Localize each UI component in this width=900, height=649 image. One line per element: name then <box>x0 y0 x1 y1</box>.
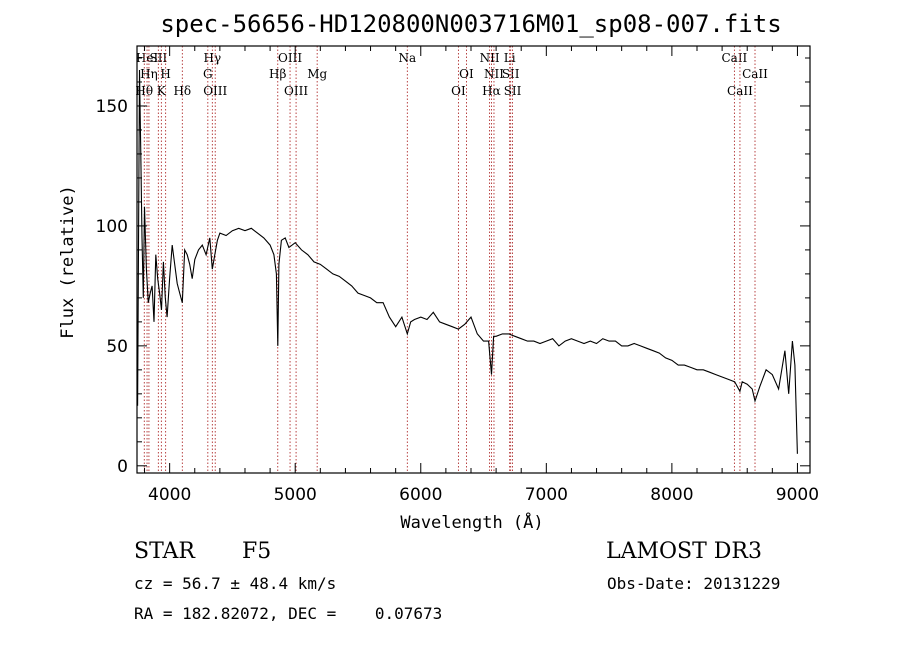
line-marker-label-17: Hθ <box>135 84 153 98</box>
line-marker-label-20: OIII <box>203 84 227 98</box>
object-subclass: F5 <box>242 539 272 564</box>
line-marker-label-22: OI <box>451 84 466 98</box>
x-tick-label-1: 5000 <box>274 485 317 505</box>
object-class: STAR <box>134 539 195 564</box>
x-axis-label: Wavelength (Å) <box>400 511 543 533</box>
line-marker-label-1: SII <box>149 51 167 65</box>
line-marker-label-11: Hβ <box>269 67 286 81</box>
observation-date: Obs-Date: 20131229 <box>607 574 781 593</box>
line-marker-label-21: OIII <box>284 84 308 98</box>
chart-title: spec-56656-HD120800N003716M01_sp08-007.f… <box>160 10 781 38</box>
sky-coordinates: RA = 182.82072, DEC = 0.07673 <box>134 604 443 623</box>
line-marker-label-19: Hδ <box>173 84 191 98</box>
y-axis-label: Flux (relative) <box>58 185 78 339</box>
y-tick-label-2: 100 <box>96 217 128 237</box>
axis-ticks: 4000 5000 6000 7000 8000 9000 0 50 100 150 <box>96 46 819 505</box>
line-marker-label-12: Mg <box>307 67 327 81</box>
line-marker-label-24: SII <box>504 84 522 98</box>
line-marker-label-14: NII <box>484 67 504 81</box>
line-marker-label-18: K <box>157 84 167 98</box>
line-marker-label-15: SII <box>502 67 520 81</box>
plot-frame <box>136 45 811 474</box>
line-marker-label-2: Hγ <box>204 51 222 65</box>
line-marker-label-16: CaII <box>742 67 768 81</box>
line-marker-label-3: OIII <box>278 51 302 65</box>
line-marker-label-6: Li <box>504 51 516 65</box>
line-marker-label-10: G <box>203 67 213 81</box>
survey-name: LAMOST DR3 <box>606 539 762 564</box>
line-marker-label-0: HeI <box>136 51 159 65</box>
line-marker-label-25: CaII <box>727 84 753 98</box>
spectrum-series-line <box>137 69 798 454</box>
line-marker-label-4: Na <box>399 51 417 65</box>
line-marker-label-5: NII <box>480 51 500 65</box>
spectrum-plot: spec-56656-HD120800N003716M01_sp08-007.f… <box>58 10 819 533</box>
x-tick-label-5: 9000 <box>776 485 819 505</box>
x-tick-label-2: 6000 <box>399 485 442 505</box>
x-tick-label-4: 8000 <box>650 485 693 505</box>
line-marker-label-13: OI <box>459 67 474 81</box>
y-tick-label-3: 150 <box>96 97 128 117</box>
x-tick-label-0: 4000 <box>148 485 191 505</box>
y-tick-label-0: 0 <box>117 457 128 477</box>
line-marker-label-8: Hη <box>140 67 158 81</box>
line-marker-label-23: Hα <box>482 84 501 98</box>
line-marker-label-9: H <box>160 67 170 81</box>
line-marker-label-7: CaII <box>721 51 747 65</box>
redshift-velocity: cz = 56.7 ± 48.4 km/s <box>134 574 337 593</box>
y-tick-label-1: 50 <box>106 337 128 357</box>
x-tick-label-3: 7000 <box>525 485 568 505</box>
